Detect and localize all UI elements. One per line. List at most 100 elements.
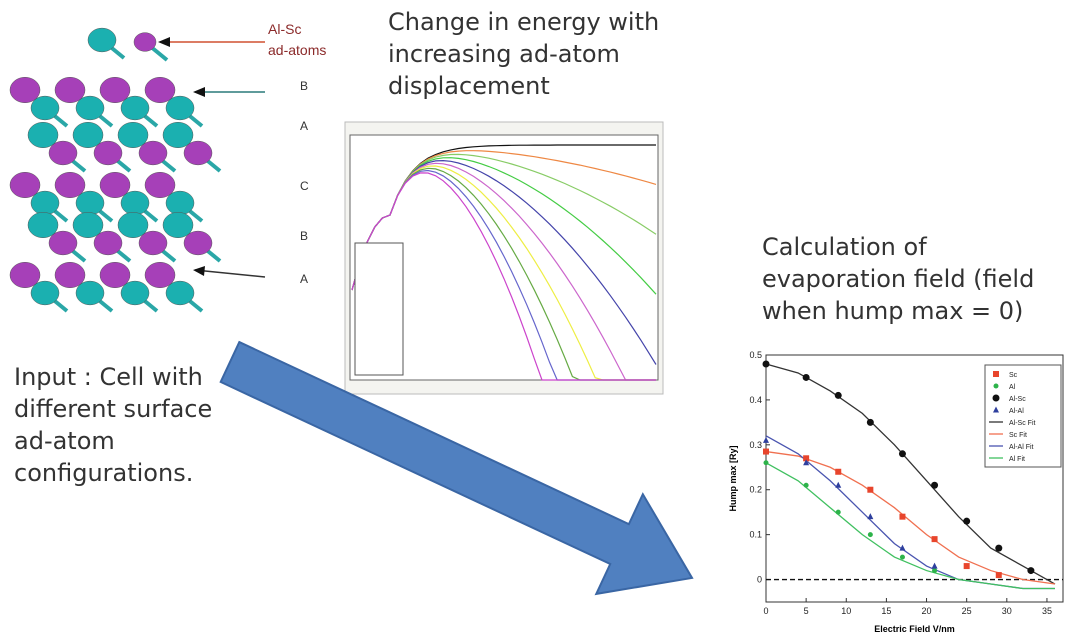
atom (27, 122, 59, 148)
atom (87, 27, 117, 53)
atom (75, 95, 105, 121)
atom (99, 77, 131, 103)
y-tick-label: 0.3 (749, 440, 762, 450)
layer-label: A (300, 272, 308, 286)
x-tick-label: 30 (1002, 606, 1012, 616)
legend-label: Al (1009, 384, 1016, 391)
point (993, 383, 999, 389)
point (803, 459, 810, 466)
atom (133, 32, 157, 52)
y-tick-label: 0.4 (749, 395, 762, 405)
text-line: configurations. (14, 459, 193, 487)
x-tick-label: 15 (881, 606, 891, 616)
point (803, 455, 810, 462)
legend-label: Al-Al (1009, 408, 1024, 415)
text-line: Change in energy with (388, 8, 659, 36)
point (931, 562, 938, 569)
y-tick-label: 0 (757, 575, 762, 585)
atom (144, 172, 176, 198)
text-line: Input : Cell with (14, 363, 203, 391)
point (867, 532, 873, 538)
atom (93, 230, 123, 256)
text-line: different surface (14, 395, 212, 423)
point (899, 513, 906, 520)
point (866, 418, 874, 426)
point (763, 436, 769, 443)
atom (138, 230, 168, 256)
point (867, 486, 874, 493)
point (931, 481, 939, 489)
legend-label: Al-Al Fit (1009, 444, 1034, 451)
atom (183, 140, 213, 166)
point (995, 572, 1002, 579)
fit-line (765, 462, 1055, 590)
adatom-label: Al-Sc (268, 21, 301, 37)
atom (165, 95, 195, 121)
flow-arrow (219, 340, 694, 596)
x-tick-label: 10 (841, 606, 851, 616)
layer-label: A (300, 119, 308, 133)
text-line: ad-atom (14, 427, 115, 455)
atom (117, 122, 149, 148)
point (1027, 567, 1035, 575)
text-line: when hump max = 0) (762, 297, 1023, 325)
y-tick-label: 0.2 (749, 485, 762, 495)
y-tick-label: 0.5 (749, 350, 762, 360)
legend-label: Al-Sc Fit (1009, 420, 1036, 427)
atom (54, 262, 86, 288)
point (963, 563, 970, 570)
atom (72, 212, 104, 238)
plot-legend (354, 242, 404, 376)
x-tick-label: 0 (763, 606, 768, 616)
layer-label: B (300, 79, 308, 93)
text-line: evaporation field (field (762, 265, 1034, 293)
point (803, 482, 809, 488)
atom (183, 230, 213, 256)
atom (138, 140, 168, 166)
point (835, 509, 841, 515)
atom (54, 172, 86, 198)
pointer (194, 269, 266, 278)
atom (99, 172, 131, 198)
atom (117, 212, 149, 238)
text-line: increasing ad-atom (388, 40, 620, 68)
point (834, 391, 842, 399)
point (762, 360, 770, 368)
text-line: displacement (388, 72, 550, 100)
layer-label: C (300, 179, 309, 193)
atom (30, 190, 60, 216)
pointer-head (193, 266, 205, 276)
pointer-head (158, 37, 170, 47)
atom (144, 77, 176, 103)
energy-plot-image (344, 121, 664, 395)
plot-frame (765, 354, 1064, 603)
legend-label: Sc (1009, 372, 1018, 379)
atom (120, 95, 150, 121)
adatom-label: ad-atoms (268, 42, 326, 58)
atom (99, 262, 131, 288)
texts: Change in energy with increasing ad-atom d… (14, 8, 1034, 487)
pointer-head (193, 87, 205, 97)
atom (144, 262, 176, 288)
point (993, 406, 999, 413)
atom (93, 140, 123, 166)
point (899, 544, 906, 551)
atom (165, 280, 195, 306)
x-tick-label: 35 (1042, 606, 1052, 616)
atom (72, 122, 104, 148)
atom (75, 190, 105, 216)
y-axis-label: Hump max [Ry] (728, 445, 738, 511)
arrow-shape (219, 340, 694, 596)
point (932, 568, 938, 574)
atom (9, 77, 41, 103)
atom (54, 77, 86, 103)
point (995, 544, 1003, 552)
atom (9, 172, 41, 198)
point (763, 448, 769, 455)
atom (165, 190, 195, 216)
atom (48, 140, 78, 166)
layer-label: B (300, 229, 308, 243)
atom (120, 280, 150, 306)
